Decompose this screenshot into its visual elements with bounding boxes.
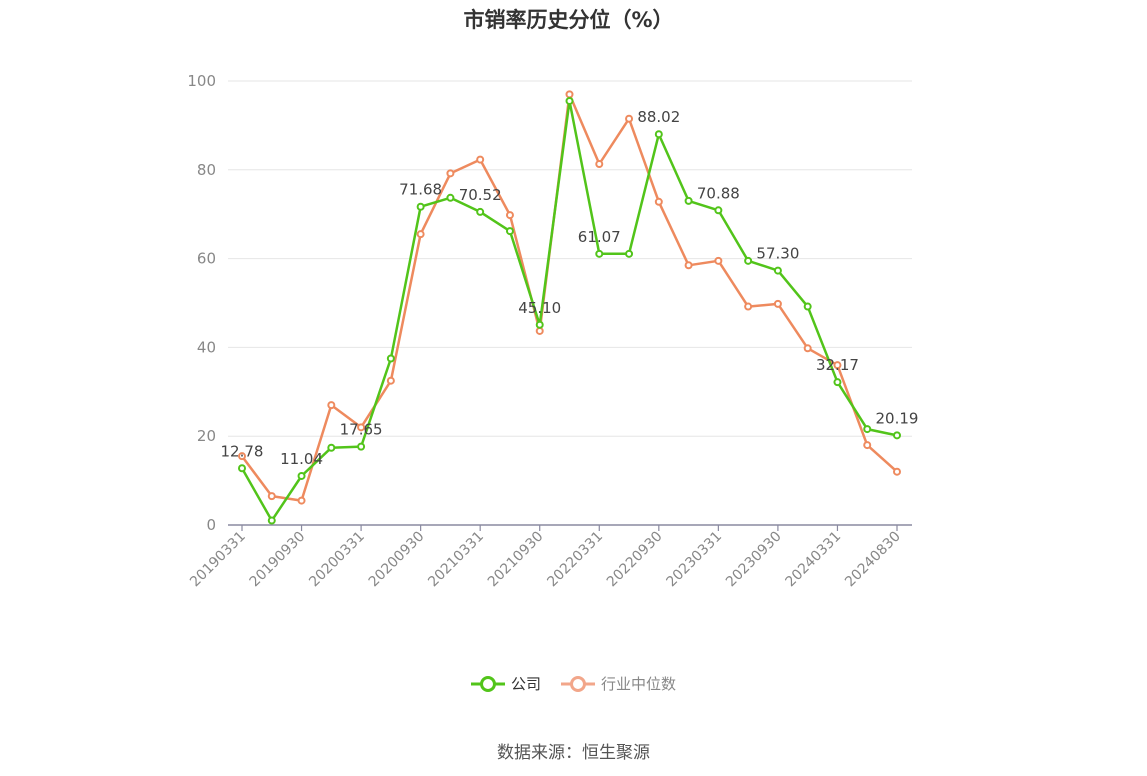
- data-point-industry: [714, 256, 723, 265]
- series-line-company: [240, 99, 898, 522]
- x-tick-label: 20220331: [544, 529, 606, 591]
- y-tick-label: 20: [197, 427, 216, 445]
- data-label: 88.02: [637, 108, 680, 126]
- data-point-industry: [535, 326, 544, 335]
- data-point-industry: [297, 496, 306, 505]
- data-point-industry: [238, 452, 246, 461]
- legend-marker-company-icon: [470, 675, 505, 692]
- data-point-company: [267, 516, 276, 525]
- data-point-industry: [327, 401, 336, 410]
- x-tick-label: 20200331: [306, 529, 368, 591]
- data-point-industry: [863, 441, 872, 450]
- data-point-industry: [833, 361, 842, 370]
- data-point-industry: [893, 467, 901, 476]
- data-label: 61.07: [578, 228, 621, 246]
- data-point-company: [416, 202, 425, 211]
- x-tick-label: 20210930: [485, 529, 547, 591]
- x-tick-label: 20230930: [723, 529, 785, 591]
- data-point-company: [297, 471, 306, 480]
- data-label: 70.88: [697, 184, 740, 202]
- data-point-industry: [267, 492, 276, 501]
- grid: [228, 80, 912, 437]
- legend-label-industry: 行业中位数: [601, 675, 677, 693]
- y-tick-label: 40: [197, 338, 216, 356]
- x-tick-label: 20190930: [247, 529, 309, 591]
- data-label: 71.68: [399, 181, 442, 199]
- data-point-industry: [684, 261, 693, 270]
- data-point-industry: [476, 155, 485, 164]
- data-source: 数据来源：恒生聚源: [497, 743, 650, 763]
- series: [238, 90, 901, 525]
- data-point-company: [535, 320, 544, 329]
- legend-item-industry[interactable]: 行业中位数: [561, 673, 676, 694]
- data-point-industry: [744, 302, 753, 311]
- data-point-industry: [505, 211, 514, 220]
- data-point-company: [595, 249, 604, 258]
- data-point-industry: [803, 344, 812, 353]
- data-label: 12.78: [221, 442, 264, 460]
- y-tick-label: 0: [206, 516, 216, 534]
- data-label: 57.30: [756, 245, 799, 263]
- data-point-company: [565, 96, 574, 105]
- data-point-industry: [357, 423, 366, 432]
- data-point-company: [863, 425, 872, 434]
- data-labels: 12.78 11.04 17.65 71.68 70.52 45.10 61.07 88.02…: [221, 108, 919, 468]
- legend-item-company[interactable]: 公司: [470, 673, 541, 694]
- data-point-industry: [654, 197, 663, 206]
- line-chart: 0 20 40 60 80 100 2019033120190930202003312020…: [187, 72, 919, 590]
- data-point-company: [357, 442, 366, 451]
- legend-marker-industry-icon: [561, 675, 595, 692]
- data-point-company: [327, 443, 336, 452]
- data-label: 20.19: [876, 409, 919, 427]
- data-point-industry: [446, 169, 455, 178]
- chart-title: 市销率历史分位（%）: [463, 8, 674, 32]
- data-point-company: [386, 354, 395, 363]
- x-tick-label: 20220930: [604, 529, 666, 591]
- data-point-company: [893, 431, 901, 440]
- data-point-company: [833, 378, 842, 387]
- data-point-industry: [625, 114, 634, 123]
- data-point-company: [505, 227, 514, 236]
- x-tick-label: 20230331: [663, 529, 725, 591]
- x-tick-label: 20190331: [187, 529, 249, 591]
- y-tick-label: 80: [197, 161, 216, 179]
- legend: 公司 行业中位数: [0, 673, 1147, 694]
- x-tick-label: 20200930: [366, 529, 428, 591]
- data-point-company: [654, 130, 663, 139]
- data-point-industry: [773, 299, 782, 308]
- data-point-company: [476, 207, 485, 216]
- x-tick-label: 20210331: [425, 529, 487, 591]
- legend-label-company: 公司: [510, 675, 541, 693]
- data-point-company: [714, 206, 723, 215]
- data-label: 11.04: [280, 450, 323, 468]
- axes: 0 20 40 60 80 100 2019033120190930202003312020…: [187, 72, 912, 590]
- data-point-company: [684, 196, 693, 205]
- data-point-company: [803, 302, 812, 311]
- data-label: 17.65: [340, 421, 383, 439]
- data-point-company: [238, 464, 246, 473]
- y-tick-label: 60: [197, 250, 216, 268]
- data-point-industry: [565, 90, 574, 99]
- data-label: 70.52: [459, 186, 502, 204]
- data-label: 32.17: [816, 356, 859, 374]
- data-point-industry: [416, 230, 425, 239]
- x-tick-label: 20240830: [842, 529, 904, 591]
- x-tick-label: 20240331: [783, 529, 845, 591]
- data-label: 45.10: [518, 299, 561, 317]
- y-tick-label: 100: [187, 72, 216, 90]
- data-point-industry: [595, 160, 604, 169]
- data-point-company: [744, 256, 753, 265]
- data-point-company: [625, 249, 634, 258]
- data-point-industry: [386, 376, 395, 385]
- data-point-company: [446, 193, 455, 202]
- data-point-company: [773, 266, 782, 275]
